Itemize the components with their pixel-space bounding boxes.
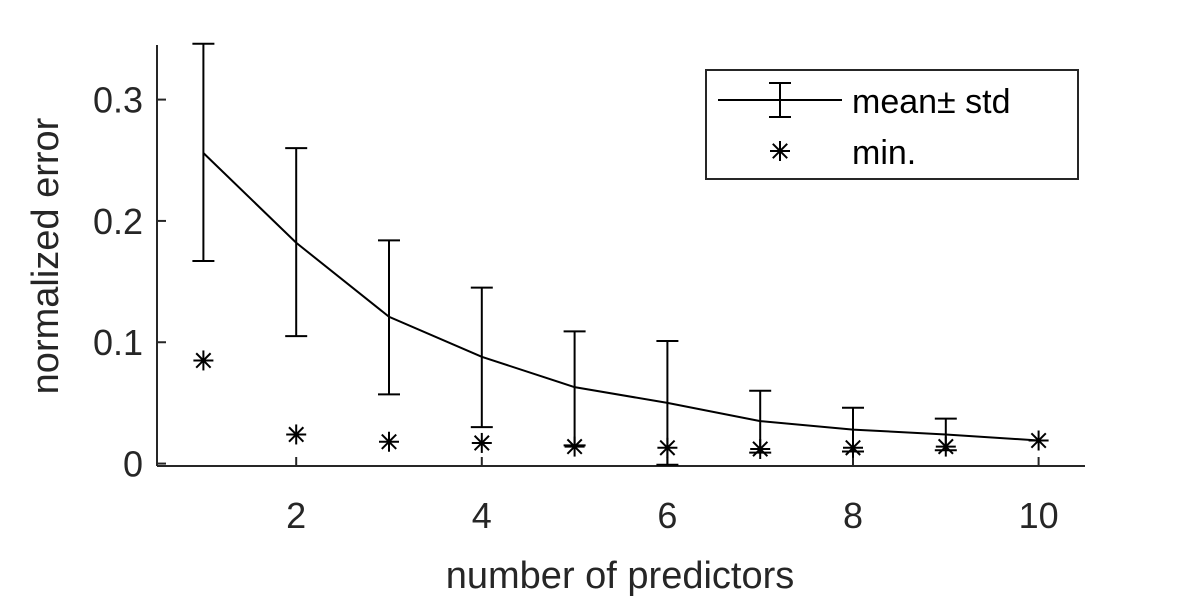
y-tick-label: 0.3 bbox=[93, 80, 143, 121]
x-tick-label: 6 bbox=[657, 495, 677, 536]
min-point bbox=[843, 437, 863, 458]
error-bar bbox=[470, 286, 493, 429]
min-series bbox=[193, 350, 1049, 460]
legend: mean± std min. bbox=[705, 69, 1079, 180]
error-bar bbox=[378, 239, 400, 396]
legend-label-mean-std: mean± std bbox=[852, 83, 1011, 121]
axes: 2 4 6 8 10 0 0.1 0.2 0.3 bbox=[93, 45, 1085, 536]
min-point bbox=[657, 437, 678, 458]
x-axis-title: number of predictors bbox=[446, 555, 795, 597]
y-axis-title: normalized error bbox=[25, 117, 67, 394]
min-point bbox=[1028, 430, 1049, 451]
error-bar bbox=[192, 42, 215, 262]
legend-asterisk-sample bbox=[770, 141, 790, 161]
min-point bbox=[379, 431, 399, 452]
error-bar bbox=[285, 147, 308, 338]
y-tick-label: 0.1 bbox=[93, 322, 143, 363]
min-point bbox=[286, 424, 307, 445]
y-tick-label: 0 bbox=[123, 444, 143, 485]
min-point bbox=[935, 436, 956, 457]
min-point bbox=[564, 436, 585, 457]
legend-line-sample bbox=[718, 82, 842, 118]
legend-asterisk bbox=[770, 141, 790, 161]
x-tick-label: 4 bbox=[472, 495, 492, 536]
x-tick-label: 10 bbox=[1019, 495, 1059, 536]
min-point bbox=[750, 439, 771, 460]
y-tick-label: 0.2 bbox=[93, 201, 143, 242]
min-point bbox=[471, 432, 492, 453]
legend-label-min: min. bbox=[852, 134, 916, 172]
legend-box bbox=[705, 69, 1079, 180]
min-point bbox=[193, 350, 214, 371]
x-tick-label: 2 bbox=[286, 495, 306, 536]
x-tick-label: 8 bbox=[843, 495, 863, 536]
mean-line bbox=[202, 152, 1039, 442]
